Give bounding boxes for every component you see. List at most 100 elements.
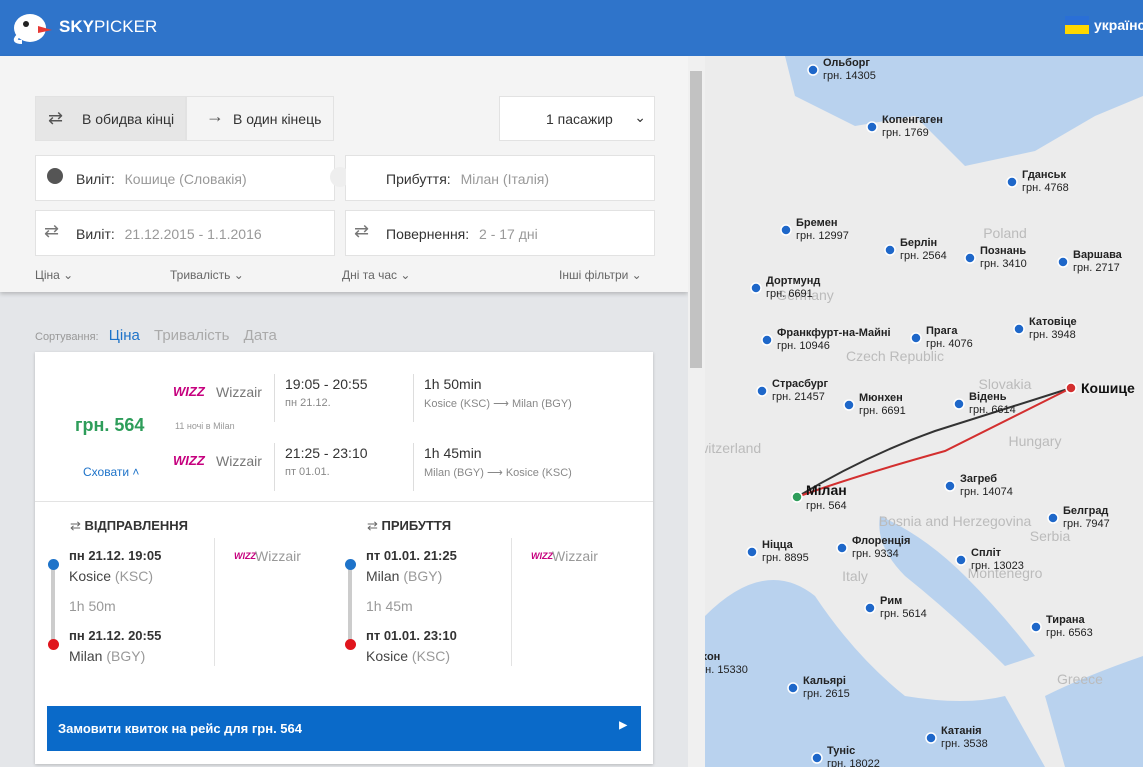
airline-logo: WIZZ (173, 384, 205, 399)
city-name: Варшава (1073, 249, 1123, 261)
scrollbar[interactable] (688, 56, 705, 767)
city-dot (1057, 256, 1069, 268)
route-out (796, 387, 1072, 498)
country-label: Serbia (1030, 528, 1071, 544)
sort-option[interactable]: Тривалість (154, 327, 230, 344)
city-dot (756, 385, 768, 397)
city-name: Страсбург (772, 378, 828, 390)
play-icon: ▶ (619, 720, 627, 731)
return-value: 2 - 17 дні (479, 226, 538, 242)
duration: 1h 45min (424, 445, 482, 461)
flag (1065, 16, 1089, 34)
depart-label: Виліт: (76, 226, 115, 242)
return-label: Повернення: (386, 226, 470, 242)
one-way-button[interactable]: В один кінець (186, 96, 334, 141)
passengers: 1 пасажир (546, 111, 613, 127)
airline: Wizzair (255, 548, 301, 564)
dep-time: пт 01.01. 21:25 (366, 548, 457, 563)
city-name: Франкфурт-на-Майні (777, 327, 891, 339)
detail-heading: ⇄ ПРИБУТТЯ (367, 518, 452, 533)
arr-dot (48, 639, 59, 650)
city-dot (964, 252, 976, 264)
city-name: Кальярі (803, 675, 846, 687)
route-to: Kosice (KSC) (505, 467, 572, 479)
from-field[interactable]: Виліт: Кошице (Словакія) (35, 155, 335, 201)
from-label: Виліт: (76, 171, 115, 187)
country-label: Switzerland (705, 440, 761, 456)
arrow-icon: → (206, 106, 224, 126)
book-label: Замовити квиток на рейс для грн. 564 (58, 721, 302, 736)
round-trip-button[interactable]: В обидва кінці (35, 96, 186, 141)
to-value: Мілан (Італія) (460, 171, 550, 187)
city-name: Бремен (796, 217, 838, 229)
one-way: В один кінець (233, 111, 322, 127)
swap-icon: ⇄ (48, 108, 64, 128)
city-dot (807, 64, 819, 76)
city-price: грн. 6614 (969, 404, 1016, 416)
city-price: грн. 5614 (880, 608, 927, 620)
language[interactable]: українс (1094, 17, 1143, 33)
city-dot (955, 554, 967, 566)
arr-time: пт 01.01. 23:10 (366, 628, 457, 643)
city-price: грн. 9334 (852, 548, 899, 560)
city-name: Спліт (971, 547, 1002, 559)
filter-label: Тривалість (170, 268, 231, 282)
city-price: грн. 21457 (772, 391, 825, 403)
route-arrow: ⟶ (493, 398, 509, 410)
city-price: грн. 10946 (777, 340, 830, 352)
filter[interactable]: Дні та час ⌄ (342, 268, 411, 282)
dep-place: Kosice (KSC) (69, 568, 153, 584)
to-field[interactable]: Прибуття: Мілан (Італія) (345, 155, 655, 201)
city-price: грн. 3538 (941, 738, 988, 750)
detail-duration: 1h 50m (69, 598, 116, 614)
city-name: Катанія (941, 725, 982, 737)
return-field[interactable]: Повернення: 2 - 17 дні (345, 210, 655, 256)
date: пн 21.12. (285, 397, 331, 409)
filter[interactable]: Тривалість ⌄ (170, 268, 244, 282)
hide: Сховати (83, 465, 130, 479)
city-dot (787, 682, 799, 694)
city-price: грн. 6563 (1046, 627, 1093, 639)
country-label: Greece (1057, 671, 1103, 687)
timeline (51, 564, 55, 644)
city-price: грн. 6691 (859, 405, 906, 417)
duration: 1h 50min (424, 376, 482, 392)
scroll-thumb[interactable] (690, 71, 702, 368)
filter[interactable]: Ціна ⌄ (35, 268, 74, 282)
dates-icon: ⇄ (44, 221, 60, 241)
city-name: ахон (705, 651, 720, 663)
time: 21:25 - 23:10 (285, 445, 368, 461)
depart-field[interactable]: Виліт: 21.12.2015 - 1.1.2016 (35, 210, 335, 256)
brand-light: PICKER (93, 17, 158, 36)
airline: Wizzair (216, 453, 262, 469)
city-price: грн. 3410 (980, 258, 1027, 270)
airline-logo: WIZZ (234, 551, 256, 561)
map[interactable]: Germany Poland Czech Republic Slovakia Hunga… (705, 56, 1143, 767)
city-name: Берлін (900, 237, 937, 249)
sea (705, 580, 1045, 767)
hide-link[interactable]: Сховати ˄ (83, 465, 140, 479)
country-label: Hungary (1009, 433, 1062, 449)
country-label: Bosnia and Herzegovina (879, 513, 1032, 529)
return-icon: ⇄ (354, 221, 370, 241)
book-button[interactable]: Замовити квиток на рейс для грн. 564 ▶ (47, 706, 641, 751)
city-dot (910, 332, 922, 344)
result-card: грн. 564 11 ночі в Milan Сховати ˄ Замов… (35, 352, 653, 764)
separator (413, 374, 414, 422)
city-name: Флоренція (852, 535, 910, 547)
passengers-select[interactable]: 1 пасажир ⌄ (499, 96, 655, 141)
from-value: Кошице (Словакія) (124, 171, 247, 187)
sort-option[interactable]: Дата (243, 327, 277, 344)
route-to: Milan (BGY) (511, 398, 572, 410)
city-price: грн. 7947 (1063, 518, 1110, 530)
country-label: Montenegro (968, 565, 1043, 581)
arr-city: Kosice (366, 648, 409, 664)
brand-bold: SKY (59, 17, 94, 36)
city-price: грн. 2564 (900, 250, 947, 262)
sort-option[interactable]: Ціна (108, 327, 140, 344)
time: 19:05 - 20:55 (285, 376, 368, 392)
depart-value: 21.12.2015 - 1.1.2016 (124, 226, 262, 242)
city-price: грн. 12997 (796, 230, 849, 242)
arr-dot (345, 639, 356, 650)
filter[interactable]: Інші фільтри ⌄ (559, 268, 642, 282)
